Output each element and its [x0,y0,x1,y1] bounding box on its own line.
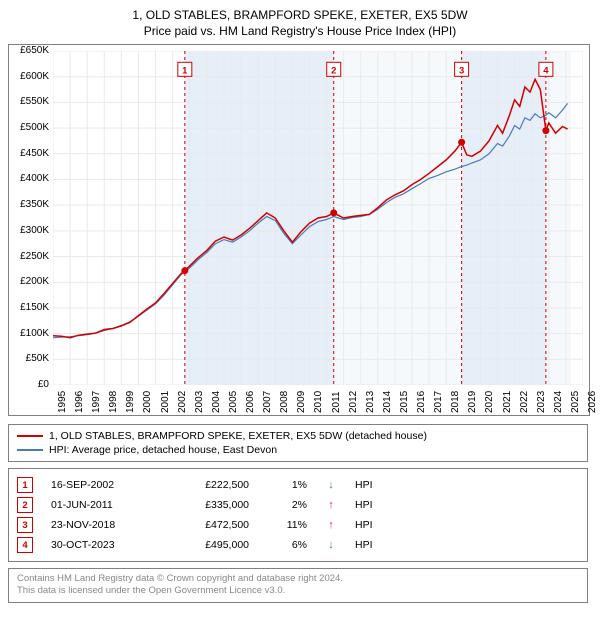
y-tick-label: £350K [9,199,49,210]
arrow-icon: ↑ [325,499,337,511]
page-title: 1, OLD STABLES, BRAMPFORD SPEKE, EXETER,… [8,8,592,22]
y-tick-label: £500K [9,122,49,133]
y-tick-label: £250K [9,251,49,262]
transaction-date: 23-NOV-2018 [51,519,151,531]
transaction-row: 2 01-JUN-2011 £335,000 2% ↑ HPI [17,495,579,515]
transaction-row: 4 30-OCT-2023 £495,000 6% ↓ HPI [17,535,579,555]
arrow-icon: ↓ [325,479,337,491]
transaction-price: £495,000 [169,539,249,551]
legend-swatch [17,435,43,437]
transaction-pct: 2% [267,499,307,511]
x-tick-label: 2026 [587,391,600,413]
svg-text:3: 3 [459,65,464,76]
transaction-vs: HPI [355,539,385,551]
transaction-vs: HPI [355,499,385,511]
transaction-date: 01-JUN-2011 [51,499,151,511]
transaction-pct: 11% [267,519,307,531]
transaction-date: 30-OCT-2023 [51,539,151,551]
arrow-icon: ↓ [325,539,337,551]
y-tick-label: £400K [9,173,49,184]
transaction-vs: HPI [355,479,385,491]
footer-line-2: This data is licensed under the Open Gov… [17,585,579,597]
footer-attribution: Contains HM Land Registry data © Crown c… [8,568,588,603]
transactions-table: 1 16-SEP-2002 £222,500 1% ↓ HPI 2 01-JUN-2011 £3… [8,468,588,562]
svg-text:4: 4 [543,65,549,76]
y-tick-label: £550K [9,96,49,107]
transaction-marker: 3 [17,517,33,533]
y-tick-label: £200K [9,276,49,287]
y-tick-label: £300K [9,225,49,236]
legend-label: HPI: Average price, detached house, East… [49,444,277,456]
arrow-icon: ↑ [325,519,337,531]
legend-swatch [17,449,43,451]
transaction-marker: 2 [17,497,33,513]
legend-item: 1, OLD STABLES, BRAMPFORD SPEKE, EXETER,… [17,429,579,443]
page-subtitle: Price paid vs. HM Land Registry's House … [8,24,592,38]
transaction-pct: 6% [267,539,307,551]
transaction-row: 1 16-SEP-2002 £222,500 1% ↓ HPI [17,475,579,495]
transaction-price: £335,000 [169,499,249,511]
legend-label: 1, OLD STABLES, BRAMPFORD SPEKE, EXETER,… [49,430,427,442]
transaction-marker: 1 [17,477,33,493]
y-tick-label: £150K [9,302,49,313]
transaction-pct: 1% [267,479,307,491]
y-tick-label: £650K [9,45,49,56]
legend-item: HPI: Average price, detached house, East… [17,443,579,457]
y-tick-label: £100K [9,328,49,339]
transaction-price: £222,500 [169,479,249,491]
transaction-marker: 4 [17,537,33,553]
svg-text:2: 2 [331,65,336,76]
y-tick-label: £50K [9,353,49,364]
transaction-date: 16-SEP-2002 [51,479,151,491]
chart-legend: 1, OLD STABLES, BRAMPFORD SPEKE, EXETER,… [8,424,588,462]
y-tick-label: £450K [9,148,49,159]
svg-text:1: 1 [182,65,188,76]
footer-line-1: Contains HM Land Registry data © Crown c… [17,573,579,585]
y-tick-label: £600K [9,71,49,82]
y-tick-label: £0 [9,379,49,390]
price-chart: £0 £50K £100K £150K £200K £250K £300K £350K £400… [8,44,590,416]
chart-svg: 1 2 3 4 [53,51,583,385]
transaction-price: £472,500 [169,519,249,531]
transaction-row: 3 23-NOV-2018 £472,500 11% ↑ HPI [17,515,579,535]
transaction-vs: HPI [355,519,385,531]
